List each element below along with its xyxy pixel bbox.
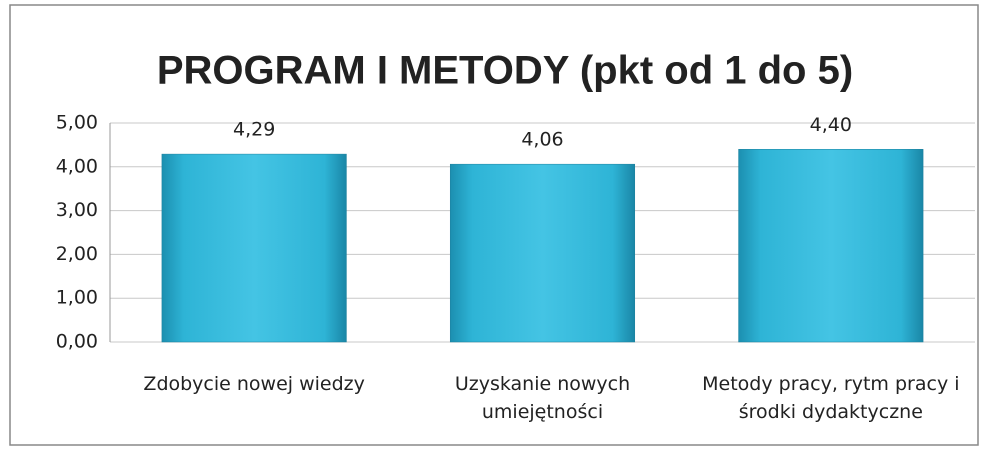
chart-title: PROGRAM I METODY (pkt od 1 do 5) [157, 49, 853, 93]
y-tick-label: 1,00 [56, 287, 98, 309]
value-label: 4,40 [810, 114, 852, 136]
bar [738, 149, 924, 343]
y-tick-label: 4,00 [56, 155, 98, 177]
y-tick-label: 0,00 [56, 331, 98, 353]
x-tick-label: Metody pracy, rytm pracy i środki dydakt… [702, 373, 960, 423]
value-label: 4,06 [521, 129, 563, 151]
bar [449, 163, 636, 343]
value-label: 4,29 [233, 119, 275, 141]
x-tick-label: Zdobycie nowej wiedzy [143, 373, 365, 395]
bar [161, 153, 347, 343]
x-tick-label: Uzyskanie nowych umiejętności [454, 373, 631, 423]
y-tick-label: 2,00 [56, 243, 98, 265]
y-tick-label: 5,00 [56, 112, 98, 134]
y-tick-label: 3,00 [56, 199, 98, 221]
